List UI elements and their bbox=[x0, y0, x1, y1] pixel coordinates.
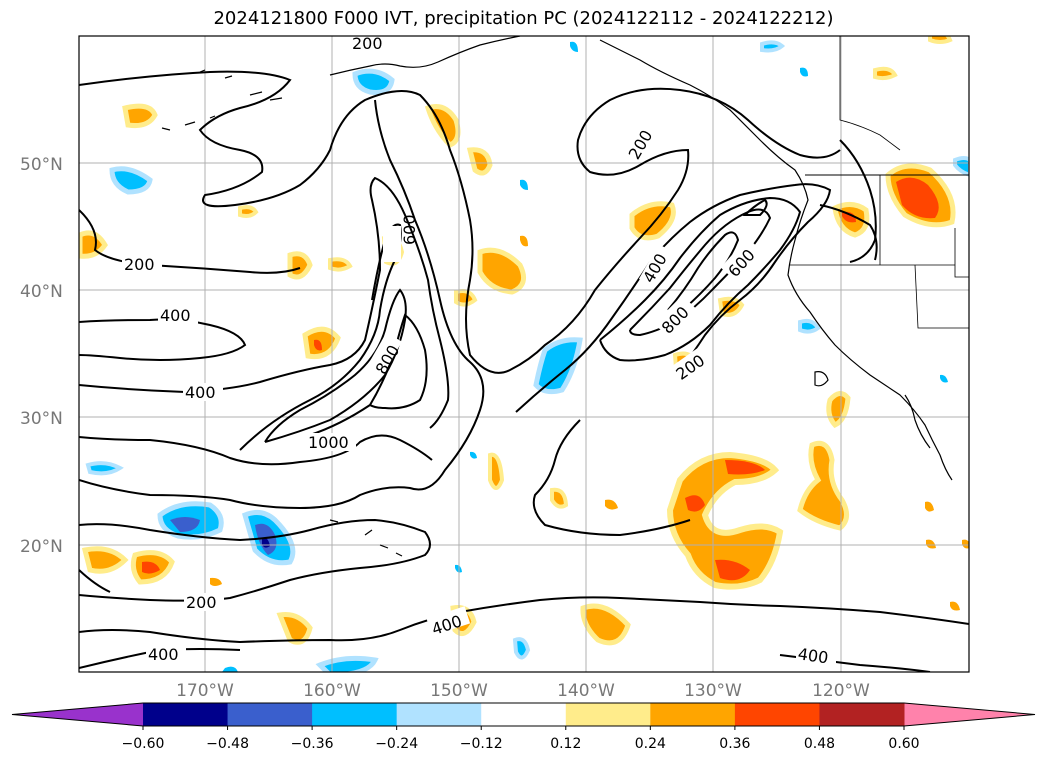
colorbar-tick-label: 0.36 bbox=[719, 736, 750, 752]
lat-label: 30°N bbox=[20, 409, 63, 429]
colorbar-segment bbox=[143, 703, 229, 726]
colorbar-tick-label: −0.12 bbox=[460, 736, 503, 752]
lon-label: 150°W bbox=[430, 681, 488, 701]
latitude-labels: 50°N 40°N 30°N 20°N bbox=[20, 155, 63, 557]
map-background bbox=[79, 36, 969, 672]
ivt-contour-labels: 200 200 200 200 400 400 400 400 400 400 … bbox=[122, 34, 836, 667]
longitude-labels: 170°W 160°W 150°W 140°W 130°W 120°W bbox=[176, 681, 870, 701]
colorbar-segment bbox=[819, 703, 905, 726]
colorbar-tick-label: 0.60 bbox=[888, 736, 919, 752]
colorbar-segment bbox=[312, 703, 398, 726]
colorbar-tick-label: −0.48 bbox=[206, 736, 249, 752]
map-frame bbox=[78, 35, 970, 673]
colorbar-tick-label: −0.60 bbox=[122, 736, 165, 752]
ivt-label: 200 bbox=[186, 593, 217, 612]
ivt-label: 400 bbox=[148, 645, 179, 664]
colorbar-extend-low bbox=[12, 703, 143, 726]
ivt-label: 400 bbox=[160, 306, 191, 325]
lon-label: 130°W bbox=[684, 681, 742, 701]
lon-label: 120°W bbox=[812, 681, 870, 701]
precip-positive-areas bbox=[79, 36, 969, 646]
ivt-label: 600 bbox=[400, 214, 419, 245]
precip-negative-areas bbox=[85, 40, 969, 672]
lat-label: 20°N bbox=[20, 537, 63, 557]
colorbar-segment bbox=[565, 703, 651, 726]
ivt-label: 1000 bbox=[308, 433, 349, 452]
colorbar-segment bbox=[734, 703, 820, 726]
ivt-label: 200 bbox=[124, 255, 155, 274]
lon-label: 170°W bbox=[176, 681, 234, 701]
colorbar-extend-high bbox=[904, 703, 1035, 726]
ivt-label: 400 bbox=[797, 644, 830, 667]
colorbar-tick-label: −0.36 bbox=[291, 736, 334, 752]
lat-label: 40°N bbox=[20, 282, 63, 302]
colorbar-tick-label: −0.24 bbox=[375, 736, 418, 752]
ivt-label: 400 bbox=[185, 383, 216, 402]
colorbar-segment bbox=[396, 703, 482, 726]
lon-label: 140°W bbox=[557, 681, 615, 701]
colorbar-tick-label: 0.48 bbox=[804, 736, 835, 752]
colorbar-segment bbox=[481, 703, 567, 726]
lon-label: 160°W bbox=[303, 681, 361, 701]
colorbar-tick-label: 0.12 bbox=[550, 736, 581, 752]
colorbar-tick-label: 0.24 bbox=[635, 736, 666, 752]
colorbar: −0.60 −0.48 −0.36 −0.24 −0.12 0.12 0.24 0.36 0.4… bbox=[11, 702, 1036, 752]
colorbar-segment bbox=[227, 703, 313, 726]
chart-title: 2024121800 F000 IVT, precipitation PC (2… bbox=[213, 8, 834, 29]
colorbar-segment bbox=[650, 703, 736, 726]
ivt-label: 200 bbox=[352, 34, 383, 53]
lat-label: 50°N bbox=[20, 155, 63, 175]
